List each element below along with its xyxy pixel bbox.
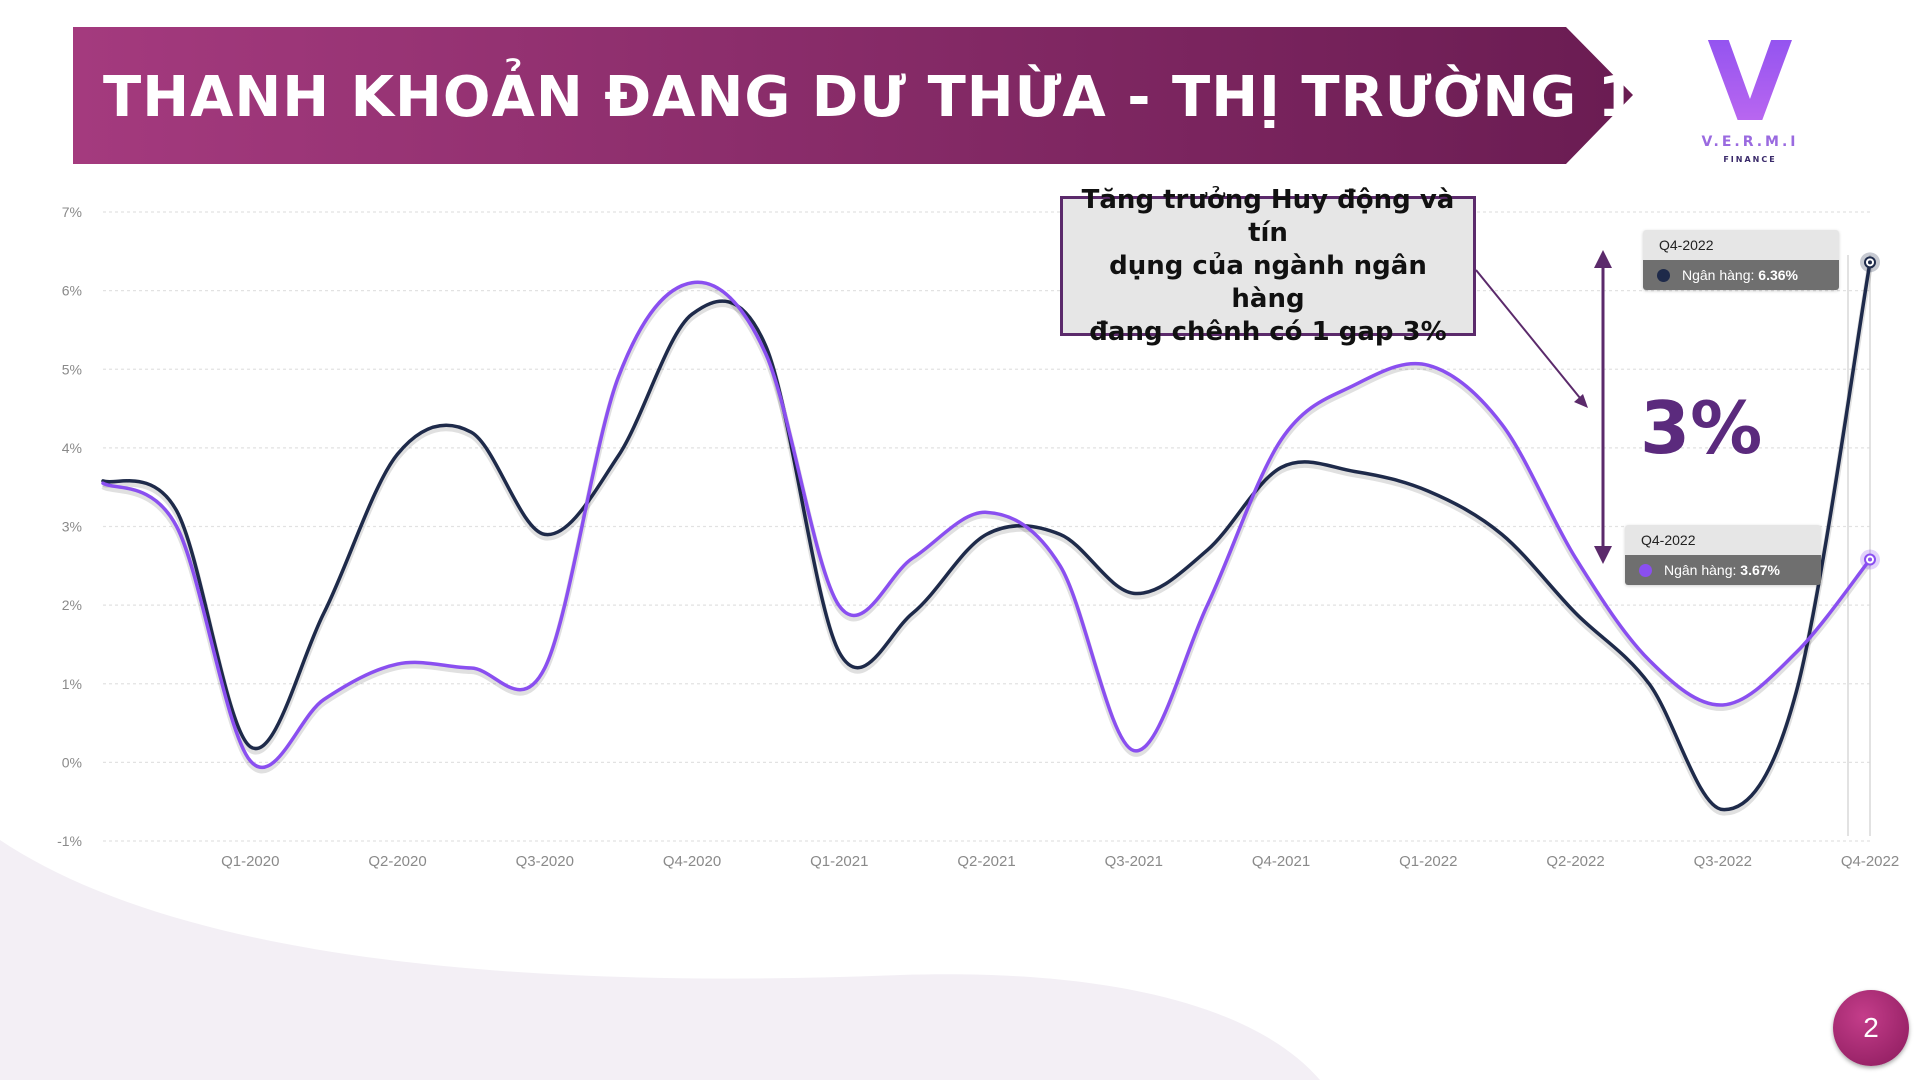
callout-line-1: Tăng trưởng Huy động và tín [1081, 184, 1455, 248]
chart-series [101, 260, 1873, 816]
logo-letter: V [1707, 35, 1792, 146]
y-tick-label: 7% [62, 204, 82, 220]
callout-pointer-arrowhead [1574, 394, 1588, 408]
page-title: THANH KHOẢN ĐANG DƯ THỪA - THỊ TRƯỜNG 1 [103, 65, 1638, 130]
y-axis: -1% 0% 1% 2% 3% 4% 5% 6% 7% [57, 204, 82, 849]
series-dot-icon [1657, 269, 1670, 282]
tooltip-period: Q4-2022 [1625, 525, 1821, 555]
x-axis: Q1-2020 Q2-2020 Q3-2020 Q4-2020 Q1-2021 Q2-20… [221, 853, 1899, 870]
tooltip-body: Ngân hàng: 6.36% [1643, 260, 1839, 290]
callout-box: Tăng trưởng Huy động và tín dụng của ngà… [1060, 185, 1476, 347]
tooltip-series-2: Q4-2022 Ngân hàng: 3.67% [1625, 525, 1821, 585]
callout-pointer-arrow [1475, 269, 1581, 399]
x-tick-label: Q2-2022 [1546, 853, 1604, 870]
x-tick-label: Q4-2022 [1841, 853, 1899, 870]
tooltip-body: Ngân hàng: 3.67% [1625, 555, 1821, 585]
logo-name: V.E.R.M.I [1701, 134, 1798, 150]
x-tick-label: Q3-2020 [516, 853, 574, 870]
series-line-2 [101, 280, 1872, 770]
y-tick-label: 6% [62, 283, 82, 299]
tooltip-label: Ngân hàng: [1682, 267, 1755, 283]
vermi-logo: V V.E.R.M.I FINANCE [1701, 35, 1798, 164]
x-tick-label: Q3-2021 [1105, 853, 1163, 870]
y-tick-label: 2% [62, 597, 82, 613]
series-line-1 [101, 260, 1872, 812]
series-line-shadow [101, 264, 1873, 816]
y-tick-label: -1% [57, 833, 82, 849]
tooltip-period: Q4-2022 [1643, 230, 1839, 260]
tooltip-series-1: Q4-2022 Ngân hàng: 6.36% [1643, 230, 1839, 290]
x-tick-label: Q1-2021 [810, 853, 868, 870]
tooltip-value: 6.36% [1758, 267, 1798, 283]
tooltip-label: Ngân hàng: [1664, 562, 1737, 578]
x-tick-label: Q2-2021 [957, 853, 1015, 870]
gap-arrow-top-head [1594, 250, 1612, 268]
x-tick-label: Q2-2020 [368, 853, 426, 870]
series-end-marker-core [1868, 260, 1872, 265]
x-tick-label: Q3-2022 [1694, 853, 1752, 870]
chart-markers [1860, 252, 1880, 570]
chart-grid [103, 211, 1870, 842]
y-tick-label: 0% [62, 754, 82, 770]
page-number-badge: 2 [1833, 990, 1909, 1066]
series-dot-icon [1639, 564, 1652, 577]
gap-arrow-bottom-head [1594, 546, 1612, 564]
tooltip-value: 3.67% [1740, 562, 1780, 578]
y-tick-label: 1% [62, 676, 82, 692]
series-line-shadow [101, 282, 1873, 774]
x-tick-label: Q1-2022 [1399, 853, 1457, 870]
x-tick-label: Q1-2020 [221, 853, 279, 870]
y-tick-label: 4% [62, 440, 82, 456]
logo-tagline: FINANCE [1723, 155, 1776, 164]
y-tick-label: 5% [62, 361, 82, 377]
title-banner [73, 27, 1633, 164]
x-tick-label: Q4-2021 [1252, 853, 1310, 870]
callout-line-3: đang chênh có 1 gap 3% [1089, 316, 1447, 347]
y-tick-label: 3% [62, 519, 82, 535]
series-end-marker-core [1868, 557, 1872, 562]
x-tick-label: Q4-2020 [663, 853, 721, 870]
callout-line-2: dụng của ngành ngân hàng [1109, 250, 1427, 314]
gap-label: 3% [1640, 386, 1763, 470]
